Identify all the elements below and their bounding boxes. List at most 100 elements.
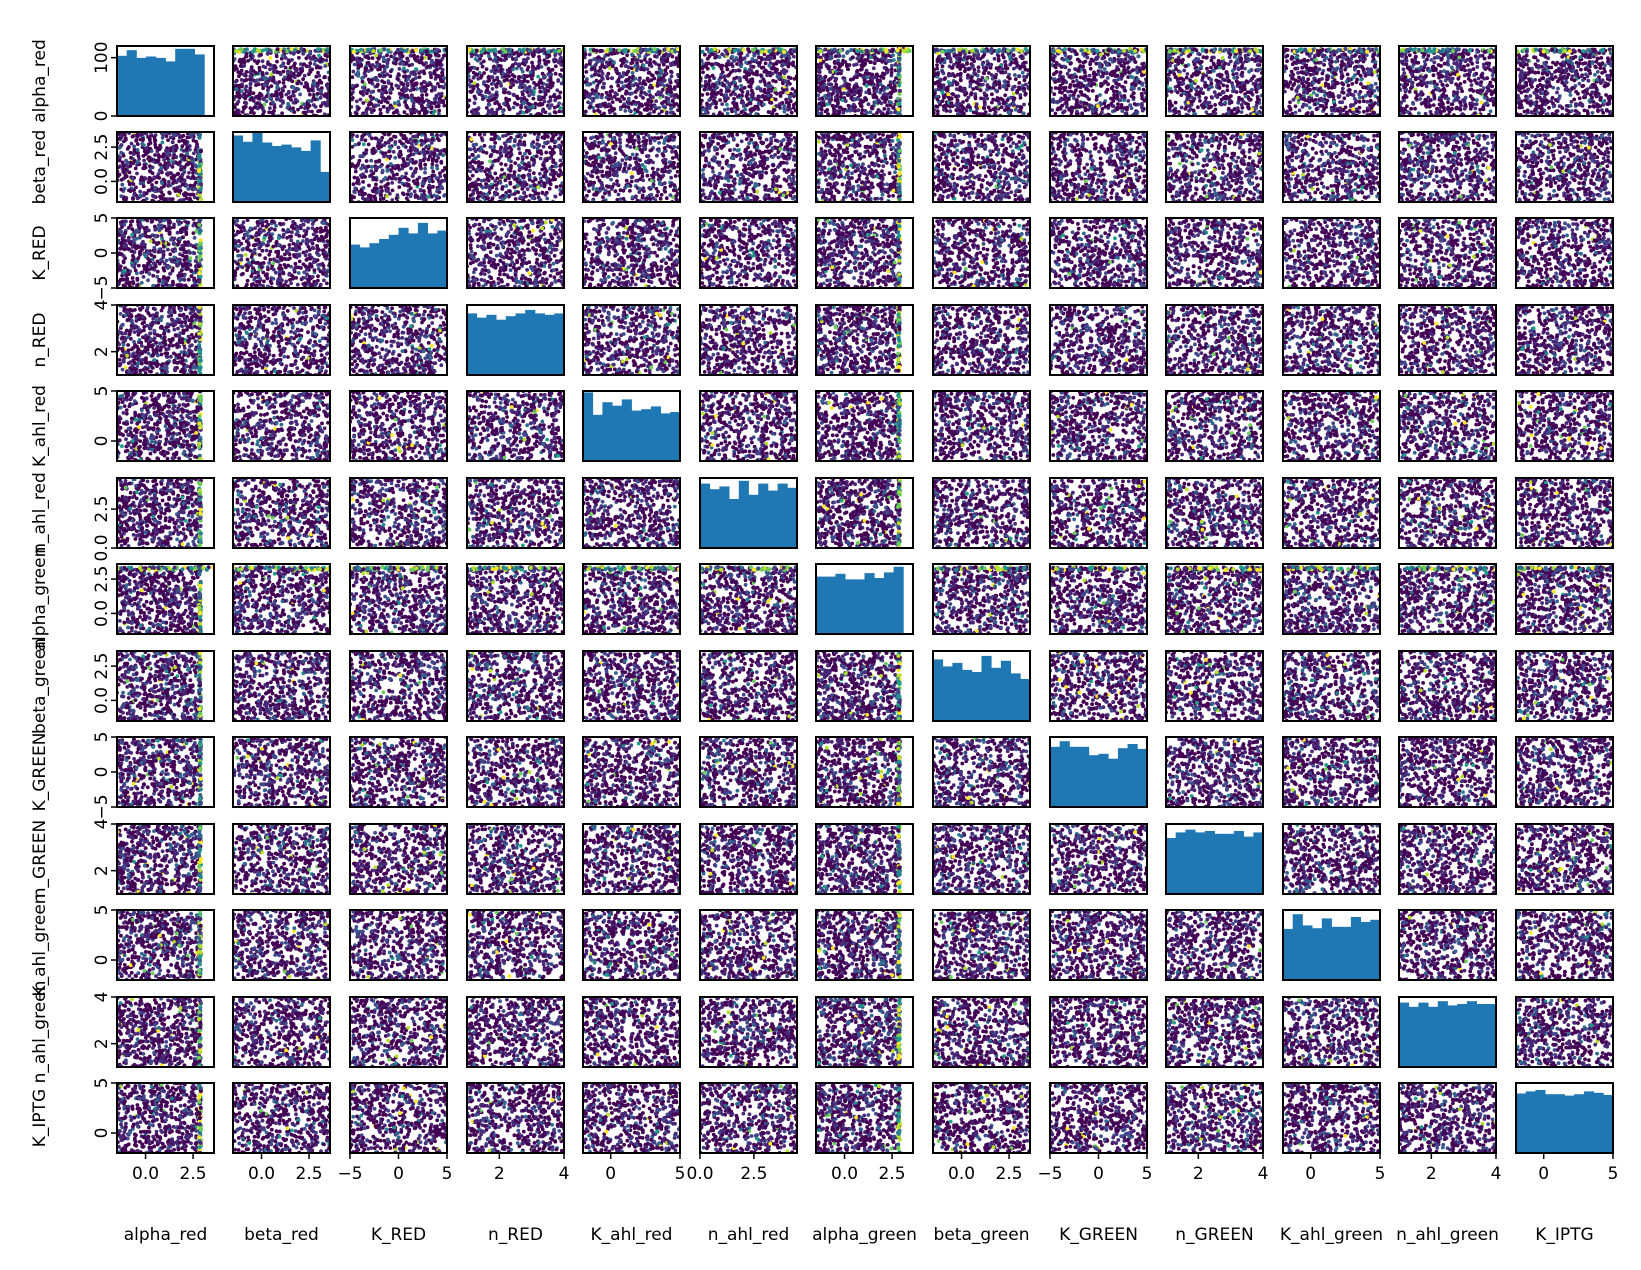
scatter-point (1134, 60, 1138, 64)
scatter-point (657, 63, 661, 67)
scatter-point (551, 68, 555, 72)
scatter-point (1135, 66, 1139, 70)
scatter-point (1017, 81, 1021, 85)
scatter-point (707, 98, 711, 102)
scatter-point (1115, 85, 1119, 89)
scatter-point (955, 56, 959, 60)
scatter-point (1015, 89, 1019, 93)
scatter-point (547, 67, 551, 71)
scatter-point (1022, 112, 1026, 116)
scatter-point (1110, 73, 1114, 77)
scatter-point (664, 59, 668, 63)
scatter-point (1187, 54, 1191, 58)
panel-alpha_red-vs-beta_red (232, 46, 332, 118)
scatter-point (487, 76, 491, 80)
scatter-point (1106, 53, 1110, 57)
scatter-point (1071, 76, 1075, 80)
scatter-point (351, 90, 355, 94)
scatter-point (1092, 78, 1096, 82)
scatter-point (1124, 112, 1128, 116)
scatter-point (881, 53, 885, 57)
scatter-point (435, 68, 439, 72)
scatter-point (530, 77, 534, 81)
scatter-point (365, 110, 369, 114)
scatter-point (1084, 60, 1088, 64)
scatter-point (629, 80, 633, 84)
scatter-point (376, 63, 380, 67)
scatter-point (828, 100, 832, 104)
scatter-point (742, 48, 746, 52)
scatter-point (708, 103, 712, 107)
scatter-point (484, 95, 488, 99)
scatter-point (1081, 65, 1085, 69)
scatter-point (873, 59, 877, 63)
scatter-point (369, 90, 373, 94)
scatter-point (1088, 103, 1092, 107)
scatter-point (351, 96, 355, 100)
scatter-point (439, 79, 443, 83)
scatter-point (527, 102, 531, 106)
scatter-point (1106, 48, 1110, 52)
scatter-point (239, 61, 243, 65)
scatter-point (786, 108, 790, 112)
scatter-point (890, 71, 894, 75)
scatter-point (256, 107, 260, 111)
scatter-point (991, 108, 995, 112)
scatter-point (1096, 104, 1100, 108)
scatter-point (513, 75, 517, 79)
scatter-point (936, 98, 940, 102)
scatter-point (1133, 49, 1137, 53)
scatter-point (941, 50, 945, 54)
scatter-point (646, 48, 650, 52)
scatter-point (590, 74, 594, 78)
scatter-point (846, 93, 850, 97)
scatter-point (1062, 86, 1066, 90)
scatter-point (1111, 85, 1115, 89)
scatter-point (988, 63, 992, 67)
scatter-point (518, 111, 522, 115)
scatter-point (990, 73, 994, 77)
scatter-point (387, 81, 391, 85)
scatter-point (1218, 66, 1222, 70)
scatter-point (382, 58, 386, 62)
scatter-point (1000, 105, 1004, 109)
scatter-point (308, 104, 312, 108)
scatter-point (650, 86, 654, 90)
scatter-point (1136, 71, 1140, 75)
scatter-point (963, 55, 967, 59)
scatter-point (619, 107, 623, 111)
scatter-point (276, 47, 280, 51)
scatter-point (738, 79, 742, 83)
scatter-point (286, 106, 290, 110)
scatter-point (264, 66, 268, 70)
scatter-point (1107, 104, 1111, 108)
scatter-point (841, 98, 845, 102)
scatter-point (759, 73, 763, 77)
scatter-point (874, 49, 878, 53)
scatter-point (518, 75, 522, 79)
scatter-point (1091, 89, 1095, 93)
scatter-point (828, 70, 832, 74)
scatter-point (897, 68, 901, 72)
scatter-point (836, 98, 840, 102)
scatter-point (323, 64, 327, 68)
scatter-point (959, 72, 963, 76)
scatter-point (1092, 72, 1096, 76)
scatter-point (975, 111, 979, 115)
scatter-point (711, 74, 715, 78)
scatter-point (509, 85, 513, 89)
scatter-point (1072, 96, 1076, 100)
scatter-point (752, 65, 756, 69)
scatter-point (633, 64, 637, 68)
scatter-point (402, 67, 406, 71)
scatter-point (882, 107, 886, 111)
scatter-point (428, 71, 432, 75)
scatter-point (832, 107, 836, 111)
scatter-point (404, 74, 408, 78)
scatter-point (892, 87, 896, 91)
scatter-point (488, 96, 492, 100)
scatter-point (949, 73, 953, 77)
scatter-point (249, 74, 253, 78)
scatter-point (968, 85, 972, 89)
